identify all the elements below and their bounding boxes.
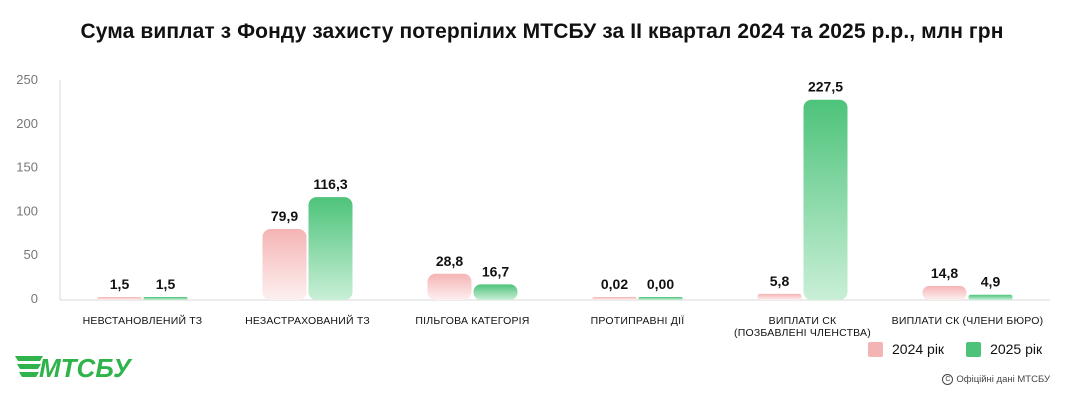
value-label-2024: 0,02: [601, 276, 628, 292]
value-label-2024: 5,8: [770, 273, 790, 289]
category-label: НЕЗАСТРАХОВАНИЙ ТЗ: [245, 314, 370, 327]
source-text: Офіційні дані МТСБУ: [956, 374, 1050, 385]
legend-swatch-2024: [868, 341, 883, 357]
category-label: ВИПЛАТИ СК: [769, 315, 837, 327]
legend-item-2024: 2024 рік: [868, 341, 944, 357]
y-tick-label: 200: [16, 116, 38, 131]
legend: 2024 рік 2025 рік: [868, 341, 1064, 357]
bar-chart: 0 50 100 150 200 250 1,5 1,5 79,9 116,3 28,8 16,7 0…: [16, 72, 1050, 339]
value-label-2025: 16,7: [482, 263, 509, 279]
category-label: ПІЛЬГОВА КАТЕГОРІЯ: [415, 315, 529, 327]
category-labels-group: НЕВСТАНОВЛЕНИЙ ТЗ НЕЗАСТРАХОВАНИЙ ТЗ ПІЛЬГ…: [83, 314, 1044, 339]
bar-2024: [922, 286, 967, 300]
bar-2024: [757, 293, 802, 300]
value-label-2025: 4,9: [981, 274, 1001, 290]
bar-2025: [803, 99, 848, 301]
mtsbu-logo: МТСБУ: [15, 353, 133, 382]
copyright-icon: C: [942, 374, 954, 385]
value-label-2024: 1,5: [110, 276, 130, 292]
bar-2025: [143, 297, 188, 300]
bar-2025: [638, 297, 683, 300]
bar-2024: [592, 297, 637, 300]
category-label: ВИПЛАТИ СК (ЧЛЕНИ БЮРО): [892, 315, 1044, 327]
chart-title: Сума виплат з Фонду захисту потерпілих М…: [80, 20, 1004, 43]
bar-2024: [97, 297, 142, 300]
bar-2025: [473, 284, 518, 300]
legend-swatch-2025: [966, 341, 982, 357]
bar-2024: [427, 273, 472, 300]
y-tick-label: 250: [16, 72, 38, 87]
y-axis-ticks: 0 50 100 150 200 250: [16, 72, 38, 306]
logo-text: МТСБУ: [39, 353, 133, 382]
legend-label-2024: 2024 рік: [892, 341, 945, 357]
category-label: ПРОТИПРАВНІ ДІЇ: [591, 315, 685, 327]
category-label: (ПОЗБАВЛЕНІ ЧЛЕНСТВА): [734, 327, 871, 339]
y-tick-label: 150: [16, 160, 38, 175]
bar-2025: [308, 197, 353, 300]
y-tick-label: 50: [24, 247, 38, 262]
value-label-2024: 28,8: [436, 253, 463, 269]
category-label: НЕВСТАНОВЛЕНИЙ ТЗ: [83, 314, 203, 327]
value-label-2025: 116,3: [313, 176, 347, 192]
legend-label-2025: 2025 рік: [990, 341, 1043, 357]
bar-2025: [968, 294, 1013, 300]
y-tick-label: 0: [31, 291, 38, 306]
source-note: C Офіційні дані МТСБУ: [942, 374, 1050, 385]
logo-mark: [15, 356, 43, 377]
legend-item-2025: 2025 рік: [966, 341, 1042, 357]
bars-group: [97, 99, 1013, 301]
value-label-2024: 79,9: [271, 208, 298, 224]
value-label-2025: 0,00: [647, 276, 674, 292]
value-label-2024: 14,8: [931, 265, 958, 281]
bar-2024: [262, 229, 307, 300]
y-tick-label: 100: [16, 203, 38, 218]
value-label-2025: 1,5: [156, 276, 176, 292]
value-label-2025: 227,5: [808, 79, 843, 95]
value-labels-group: 1,5 1,5 79,9 116,3 28,8 16,7 0,02 0,00 5,8 227,5 1…: [110, 79, 1001, 292]
